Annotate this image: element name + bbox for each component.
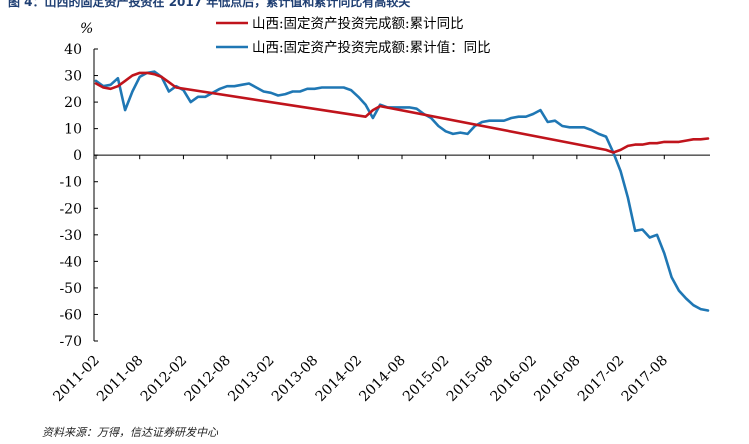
x-tick-label: 2012-08 [182, 353, 234, 405]
y-tick-label: 10 [64, 122, 82, 138]
x-tick-label: 2013-08 [269, 353, 321, 405]
x-tick-label: 2014-02 [313, 353, 365, 405]
y-tick-label: -20 [59, 201, 82, 217]
x-tick-label: 2017-08 [619, 353, 671, 405]
y-tick-label: -70 [59, 334, 82, 350]
y-tick-label: 0 [73, 148, 82, 164]
x-tick-label: 2012-02 [138, 353, 190, 405]
y-axis-unit: % [80, 21, 93, 37]
legend-label: 山西:固定资产投资完成额:累计同比 [252, 16, 464, 32]
figure-caption: 图 4：山西的固定资产投资在 2017 年低点后，累计值和累计同比有高较关 [8, 0, 411, 9]
series-line-cumulative-yoy [94, 71, 710, 154]
x-tick-label: 2011-02 [50, 353, 102, 405]
y-tick-label: -60 [59, 307, 82, 323]
source-note: 资料来源：万得，信达证券研发中心 [42, 426, 218, 439]
y-tick-label: -30 [59, 228, 82, 244]
y-tick-label: -50 [59, 281, 82, 297]
x-tick-label: 2016-02 [488, 353, 540, 405]
x-tick-label: 2011-08 [94, 353, 146, 405]
y-tick-label: 40 [64, 42, 82, 58]
chart-series [94, 70, 710, 312]
y-tick-label: -40 [59, 254, 82, 270]
series-line-cumulative-value-yoy [94, 70, 710, 312]
y-tick-label: -10 [59, 175, 82, 191]
x-tick-label: 2017-02 [575, 353, 627, 405]
chart-axes: 403020100-10-20-30-40-50-60-70%2011-0220… [50, 21, 710, 405]
x-tick-label: 2015-02 [400, 353, 452, 405]
y-tick-label: 30 [64, 69, 82, 85]
y-tick-label: 20 [64, 95, 82, 111]
legend-label: 山西:固定资产投资完成额:累计值：同比 [252, 40, 491, 56]
x-tick-label: 2014-08 [356, 353, 408, 405]
x-tick-label: 2016-08 [531, 353, 583, 405]
x-tick-label: 2015-08 [444, 353, 496, 405]
x-tick-label: 2013-02 [225, 353, 277, 405]
